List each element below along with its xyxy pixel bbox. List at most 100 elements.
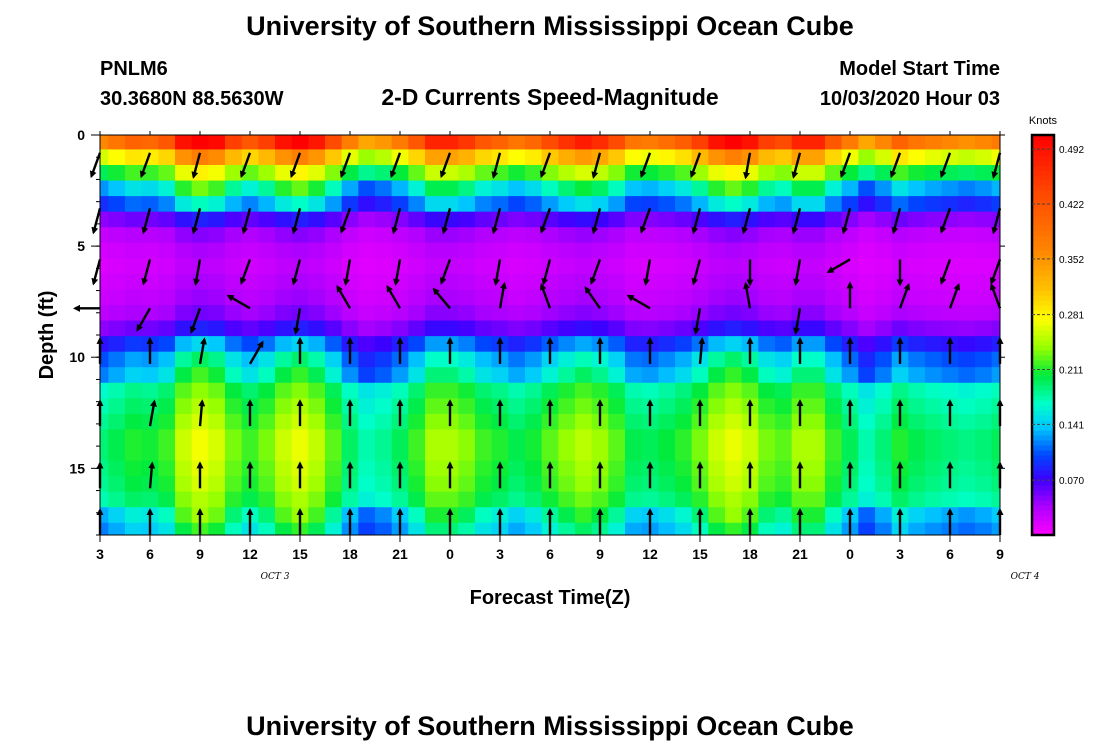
heatmap-cell bbox=[525, 507, 543, 524]
heatmap-cell bbox=[525, 429, 543, 446]
heatmap-cell bbox=[741, 491, 759, 508]
heatmap-cell bbox=[725, 180, 743, 197]
colorbar-segment bbox=[1032, 370, 1054, 376]
heatmap-cell bbox=[125, 165, 143, 182]
heatmap-cell bbox=[808, 242, 826, 259]
heatmap-cell bbox=[975, 242, 993, 259]
heatmap-cell bbox=[575, 367, 593, 384]
heatmap-cell bbox=[791, 320, 809, 337]
colorbar-segment bbox=[1032, 175, 1054, 181]
heatmap-cell bbox=[641, 135, 659, 151]
heatmap-cell bbox=[258, 211, 276, 228]
heatmap-cell bbox=[125, 320, 143, 337]
heatmap-cell bbox=[675, 258, 693, 275]
colorbar-segment bbox=[1032, 505, 1054, 511]
heatmap-cell bbox=[491, 149, 509, 166]
heatmap-cell bbox=[541, 289, 559, 306]
heatmap-cell bbox=[158, 398, 176, 415]
heatmap-cell bbox=[108, 273, 126, 291]
heatmap-cell bbox=[708, 522, 726, 535]
heatmap-cell bbox=[758, 460, 776, 477]
heatmap-cell bbox=[425, 336, 443, 353]
heatmap-cell bbox=[675, 336, 693, 353]
heatmap-cell bbox=[991, 180, 1000, 197]
heatmap-cell bbox=[858, 336, 876, 353]
heatmap-cell bbox=[158, 211, 176, 228]
heatmap-cell bbox=[775, 165, 793, 182]
heatmap-cell bbox=[658, 135, 676, 151]
heatmap-cell bbox=[191, 242, 209, 259]
heatmap-cell bbox=[925, 413, 943, 431]
heatmap-cell bbox=[391, 196, 409, 213]
heatmap-cell bbox=[808, 258, 826, 275]
heatmap-cell bbox=[791, 382, 809, 399]
heatmap-cell bbox=[875, 367, 893, 384]
heatmap-cell bbox=[825, 211, 843, 228]
heatmap-cell bbox=[975, 211, 993, 228]
heatmap-cell bbox=[675, 445, 693, 462]
heatmap-cell bbox=[125, 413, 143, 431]
colorbar-segment bbox=[1032, 475, 1054, 481]
heatmap-cell bbox=[708, 445, 726, 462]
heatmap-cell bbox=[808, 445, 826, 462]
heatmap-cell bbox=[758, 522, 776, 535]
heatmap-cell bbox=[675, 382, 693, 399]
x-tick-label: 0 bbox=[846, 546, 854, 562]
heatmap-cell bbox=[975, 429, 993, 446]
colorbar-segment bbox=[1032, 365, 1054, 371]
colorbar-segment bbox=[1032, 185, 1054, 191]
heatmap-cell bbox=[408, 196, 426, 213]
heatmap-cell bbox=[275, 351, 293, 368]
heatmap-cell bbox=[575, 336, 593, 353]
heatmap-cell bbox=[100, 227, 109, 244]
heatmap-cell bbox=[975, 351, 993, 368]
heatmap-cell bbox=[625, 398, 643, 415]
heatmap-cell bbox=[258, 273, 276, 291]
heatmap-cell bbox=[108, 258, 126, 275]
heatmap-cell bbox=[725, 522, 743, 535]
heatmap-cell bbox=[508, 382, 526, 399]
heatmap-cell bbox=[608, 460, 626, 477]
current-vector-arrow bbox=[391, 208, 402, 235]
heatmap-cell bbox=[875, 336, 893, 353]
heatmap-cell bbox=[475, 351, 493, 368]
colorbar-segment bbox=[1032, 205, 1054, 211]
heatmap-cell bbox=[191, 382, 209, 399]
heatmap-cell bbox=[508, 320, 526, 337]
heatmap-cell bbox=[991, 476, 1000, 493]
heatmap-cell bbox=[891, 242, 909, 259]
heatmap-cell bbox=[125, 476, 143, 493]
heatmap-cell bbox=[441, 242, 459, 259]
heatmap-cell bbox=[591, 180, 609, 197]
heatmap-cell bbox=[258, 476, 276, 493]
current-vector-arrow bbox=[198, 337, 207, 365]
heatmap-cell bbox=[275, 258, 293, 275]
heatmap-cell bbox=[975, 507, 993, 524]
heatmap-cell bbox=[425, 180, 443, 197]
x-tick-label: 0 bbox=[446, 546, 454, 562]
heatmap-cell bbox=[858, 320, 876, 337]
heatmap-cell bbox=[375, 491, 393, 508]
heatmap-cell bbox=[725, 351, 743, 368]
heatmap-cell bbox=[108, 476, 126, 493]
heatmap-cell bbox=[741, 196, 759, 213]
heatmap-cell bbox=[841, 382, 859, 399]
heatmap-cell bbox=[708, 382, 726, 399]
current-vector-arrow bbox=[743, 281, 752, 309]
heatmap-cell bbox=[425, 351, 443, 368]
heatmap-cell bbox=[725, 289, 743, 306]
x-tick-label: 3 bbox=[496, 546, 504, 562]
heatmap-cell bbox=[658, 258, 676, 275]
heatmap-cell bbox=[775, 149, 793, 166]
heatmap-cell bbox=[100, 522, 109, 535]
heatmap-cell bbox=[275, 367, 293, 384]
heatmap-cell bbox=[258, 242, 276, 259]
heatmap-cell bbox=[125, 351, 143, 368]
heatmap-cell bbox=[758, 398, 776, 415]
heatmap-cell bbox=[991, 460, 1000, 477]
heatmap-cell bbox=[325, 398, 343, 415]
heatmap-cell bbox=[358, 180, 376, 197]
heatmap-cell bbox=[208, 398, 226, 415]
heatmap-cell bbox=[675, 476, 693, 493]
heatmap-cell bbox=[975, 522, 993, 535]
